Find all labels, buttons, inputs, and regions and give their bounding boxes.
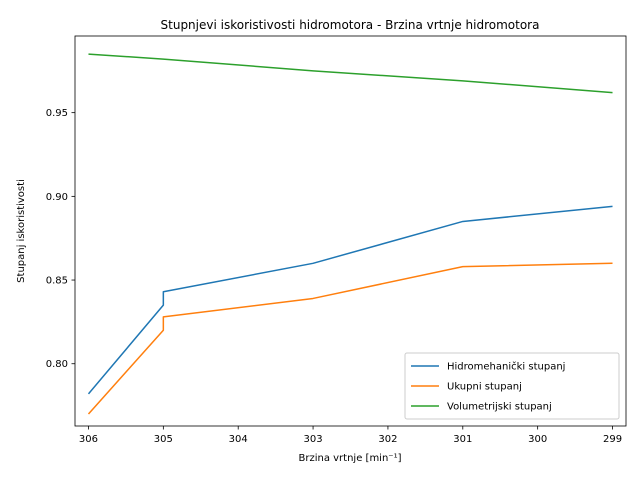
legend-label: Volumetrijski stupanj (447, 402, 552, 413)
legend-label: Ukupni stupanj (447, 382, 522, 393)
x-tick-label: 300 (528, 434, 547, 445)
x-axis-label: Brzina vrtnje [min⁻¹] (299, 453, 402, 464)
legend-label: Hidromehanički stupanj (447, 361, 565, 373)
x-axis-ticks: 306 305 304 303 302 301 300 299 (79, 426, 622, 445)
x-tick-label: 304 (229, 434, 248, 445)
y-axis-label: Stupanj iskoristivosti (16, 179, 27, 283)
x-tick-label: 301 (453, 434, 472, 445)
y-axis-ticks: 0.80 0.85 0.90 0.95 (46, 108, 75, 370)
chart-title: Stupnjevi iskoristivosti hidromotora - B… (161, 18, 540, 32)
legend-box (404, 352, 620, 420)
series-line-1 (87, 205, 613, 395)
y-tick-label: 0.85 (46, 276, 68, 287)
x-tick-label: 303 (304, 434, 323, 445)
y-tick-label: 0.95 (46, 108, 68, 119)
x-tick-label: 306 (79, 434, 98, 445)
legend: Hidromehanički stupanj Ukupni stupanj Volu… (404, 352, 620, 420)
y-tick-label: 0.80 (46, 359, 68, 370)
y-tick-label: 0.90 (46, 192, 68, 203)
plot-area-frame (74, 35, 627, 427)
x-tick-label: 305 (154, 434, 173, 445)
x-tick-label: 302 (378, 434, 397, 445)
series-line-3 (88, 53, 613, 94)
series-layer (87, 53, 613, 415)
series-line-2 (87, 262, 613, 415)
x-tick-label: 299 (603, 434, 622, 445)
